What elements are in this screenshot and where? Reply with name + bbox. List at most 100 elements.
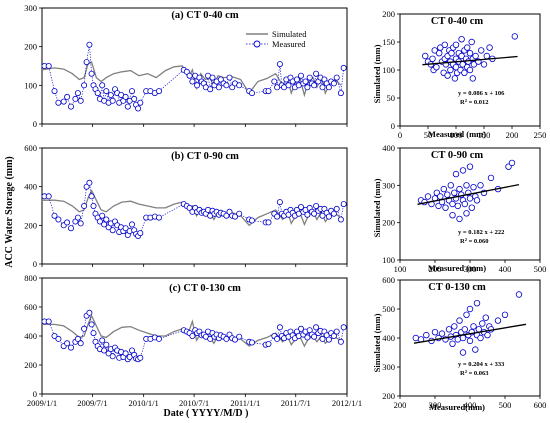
ts1-measured-point-42 <box>183 68 190 75</box>
ts1-measured-point-10 <box>81 82 88 89</box>
sc3-y-tick-label-3: 500 <box>382 304 395 314</box>
ts1-measured-point-18 <box>99 82 106 89</box>
ts2-measured-point-98 <box>340 201 347 208</box>
ts1-measured-point-80 <box>297 72 304 79</box>
sc2-y-tick-label-1: 200 <box>382 218 395 228</box>
x-tick-label-5: 2011/7/1 <box>281 398 311 408</box>
ts2-measured-point-69 <box>274 213 281 220</box>
sc1-point-37 <box>464 44 471 51</box>
scatter-3-r2-prefix: R <box>460 370 465 377</box>
sc2-point-29 <box>466 195 474 202</box>
sc1-point-8 <box>437 44 444 51</box>
sc1-point-0 <box>422 52 429 60</box>
sc3-point-25 <box>472 346 479 353</box>
sc1-point-15 <box>444 72 451 79</box>
ts3-measured-point-6 <box>68 344 75 351</box>
ts1-measured-point-86 <box>311 82 318 89</box>
sc2-fit-line <box>417 183 520 205</box>
scatter-1-title: CT 0-40 cm <box>431 16 484 27</box>
sc1-point-12 <box>441 41 448 48</box>
ts3-measured-point-83 <box>304 334 311 341</box>
panel-frames: 0100200300020040060002004006008002009/1/… <box>24 3 546 410</box>
sc2-point-32 <box>470 183 477 191</box>
ts3-measured-point-80 <box>297 325 304 332</box>
sc3-point-4 <box>431 329 439 336</box>
ts2-measured-point-83 <box>304 211 311 218</box>
ts1-measured-point-95 <box>330 80 337 87</box>
ts3-measured-point-18 <box>99 337 106 344</box>
scatter-1-r2-exp: 2 <box>465 98 468 103</box>
scatter-1-r2: R2 = 0.012 <box>460 98 489 107</box>
sc3-x-tick-label-4: 600 <box>534 400 547 410</box>
sc3-point-13 <box>454 336 461 343</box>
ts3-measured-point-5 <box>64 340 71 347</box>
ts3-measured-point-87 <box>313 324 320 331</box>
ts1-measured-point-29 <box>122 93 129 100</box>
ts1-y-tick-label-3: 300 <box>24 3 37 13</box>
ts2-measured-point-80 <box>297 203 304 210</box>
panel-c-title: (c) CT 0-130 cm <box>169 283 241 294</box>
sc1-x-tick-label-4: 200 <box>506 130 519 140</box>
sc2-point-7 <box>437 193 444 200</box>
sc3-point-16 <box>459 334 467 342</box>
sc3-point-2 <box>423 331 430 339</box>
sc3-y-tick-label-1: 300 <box>382 362 395 372</box>
ts2-measured-point-67 <box>265 219 272 226</box>
scatter-2-r2-prefix: R <box>460 238 465 245</box>
sc1-point-49 <box>483 52 490 60</box>
sc3-point-14 <box>456 317 463 324</box>
sc2-point-21 <box>456 215 463 223</box>
ts2-measured-point-90 <box>319 212 326 219</box>
ts1-measured-point-70 <box>276 61 283 68</box>
sc2-x-tick-label-2: 300 <box>464 264 477 274</box>
ts1-measured-point-60 <box>226 74 233 81</box>
sc2-point-10 <box>442 204 449 211</box>
sc2-y-tick-label-3: 400 <box>382 143 395 153</box>
ts1-y-tick-label-0: 0 <box>33 119 37 129</box>
sc1-x-tick-label-2: 100 <box>450 130 463 140</box>
ts3-y-tick-label-1: 200 <box>24 360 37 370</box>
sc3-point-30 <box>479 320 486 327</box>
sc1-point-3 <box>429 55 436 62</box>
sc1-x-tick-label-0: 0 <box>398 130 402 140</box>
ts3-measured-point-69 <box>274 335 281 342</box>
sc1-point-5 <box>431 47 438 54</box>
scatter-1-x-title: Measured (mm) <box>428 129 486 139</box>
ts3-measured-point-96 <box>333 328 340 335</box>
ts1-measured-point-20 <box>103 88 110 95</box>
sc3-x-tick-label-1: 300 <box>429 400 442 410</box>
ts2-measured-point-6 <box>68 225 75 232</box>
legend-measured-marker <box>253 40 261 48</box>
sc3-point-21 <box>466 337 474 345</box>
ts3-measured-point-59 <box>223 335 230 342</box>
ts2-measured-point-87 <box>313 202 320 209</box>
sc1-point-52 <box>511 33 518 40</box>
ts3-measured-point-62 <box>231 336 238 343</box>
sc1-point-40 <box>466 50 474 57</box>
sc2-point-2 <box>424 193 432 200</box>
sc3-point-8 <box>445 326 453 333</box>
ts1-measured-point-9 <box>77 97 84 104</box>
shared-y-axis-title: ACC Water Storage (mm) <box>4 156 15 268</box>
scatter-3-x-title: Measured(mm) <box>429 402 485 412</box>
sc2-x-tick-label-0: 100 <box>394 264 407 274</box>
sc3-y-tick-label-2: 400 <box>382 333 395 343</box>
sc1-point-44 <box>470 61 478 68</box>
sc2-point-19 <box>454 202 461 210</box>
ts3-measured-point-65 <box>248 339 255 346</box>
x-tick-label-3: 2010/7/1 <box>179 398 209 408</box>
sc1-point-31 <box>458 36 465 43</box>
ts1-measured-point-33 <box>131 95 138 102</box>
ts2-measured-point-12 <box>86 179 93 186</box>
ts2-measured-point-23 <box>109 227 116 234</box>
ts1-measured-point-63 <box>236 82 243 89</box>
ts2-measured-point-13 <box>88 193 95 200</box>
ts3-measured-point-98 <box>340 324 347 331</box>
scatter-2-r2-value: = 0.060 <box>467 238 489 245</box>
ts2-measured-point-1 <box>45 193 52 200</box>
x-tick-label-6: 2012/1/1 <box>332 398 362 408</box>
sc1-y-tick-label-2: 100 <box>382 65 395 75</box>
ts1-measured-point-82 <box>302 78 309 85</box>
ts2-measured-point-8 <box>74 214 81 221</box>
sc3-y-tick-label-4: 600 <box>382 275 395 285</box>
